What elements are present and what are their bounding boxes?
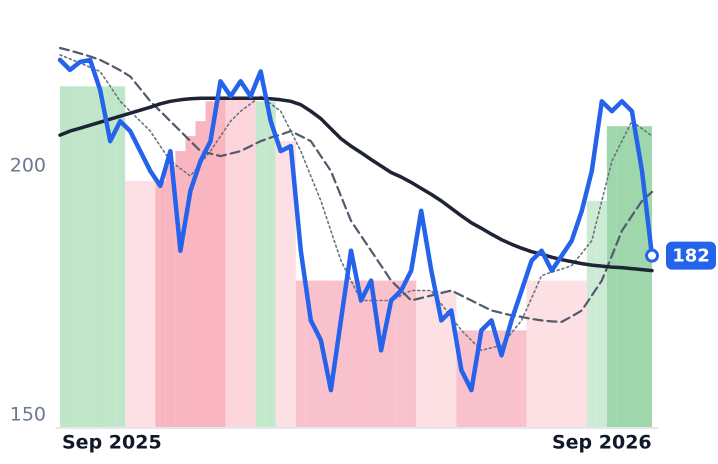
shade-bar — [546, 280, 557, 428]
shade-bar — [506, 330, 517, 428]
shade-bar — [606, 126, 617, 429]
shade-bar — [195, 121, 206, 429]
shade-bar — [325, 280, 336, 428]
shade-bar — [416, 290, 427, 428]
shade-bar — [436, 290, 447, 428]
series-line — [58, 46, 654, 323]
shade-bar — [446, 290, 457, 428]
last-value-label: 182 — [672, 246, 710, 267]
shade-bar — [225, 96, 236, 428]
shade-bar — [586, 200, 597, 428]
shade-bar — [646, 126, 652, 429]
shade-bar — [626, 126, 637, 429]
shade-bar — [205, 101, 216, 429]
shade-bar — [426, 290, 437, 428]
last-point — [645, 248, 659, 263]
shade-bar — [356, 280, 367, 428]
shade-bar — [596, 200, 607, 428]
shade-bar — [165, 166, 176, 429]
shade-bar — [175, 151, 186, 428]
shade-bar — [576, 280, 587, 428]
shade-bar — [366, 280, 377, 428]
shade-bar — [345, 280, 356, 428]
shade-bar — [115, 86, 126, 428]
last-value-badge — [666, 241, 716, 270]
x-tick-label: Sep 2026 — [552, 432, 652, 454]
shade-bar — [295, 280, 306, 428]
shade-bar — [516, 330, 527, 428]
y-tick-label: 150 — [10, 404, 46, 426]
shade-bar — [486, 330, 497, 428]
shade-bar — [335, 280, 346, 428]
shade-bar — [125, 180, 136, 428]
shade-bar — [566, 280, 577, 428]
shade-bar — [65, 86, 76, 428]
shade-bar — [536, 280, 547, 428]
shade-bar — [396, 280, 407, 428]
x-tick-label: Sep 2025 — [62, 432, 162, 454]
shade-bar — [60, 86, 66, 428]
shade-bar — [235, 96, 246, 428]
shade-bar — [376, 280, 387, 428]
shade-bar — [275, 141, 286, 428]
shade-bar — [386, 280, 397, 428]
shade-bar — [476, 330, 487, 428]
shade-bar — [406, 280, 417, 428]
shade-bar — [135, 180, 146, 428]
shade-bar — [265, 101, 276, 429]
shade-bar — [636, 126, 647, 429]
shade-bar — [616, 126, 627, 429]
shade-bar — [456, 330, 467, 428]
shade-bar — [305, 280, 316, 428]
shade-bar — [496, 330, 507, 428]
shade-bar — [255, 101, 266, 429]
shade-bar — [285, 141, 296, 428]
shade-bar — [215, 96, 226, 428]
shade-bar — [315, 280, 326, 428]
shade-bar — [556, 280, 567, 428]
shade-bar — [85, 86, 96, 428]
shade-bar — [75, 86, 86, 428]
shade-bar — [526, 280, 537, 428]
shade-bar — [155, 180, 166, 428]
shade-bar — [95, 86, 106, 428]
shade-bar — [185, 136, 196, 429]
series-line — [58, 96, 654, 273]
series-line — [57, 57, 655, 393]
shade-bar — [245, 96, 256, 428]
y-tick-label: 200 — [10, 155, 46, 177]
shade-bar — [145, 180, 156, 428]
shade-bar — [105, 86, 116, 428]
